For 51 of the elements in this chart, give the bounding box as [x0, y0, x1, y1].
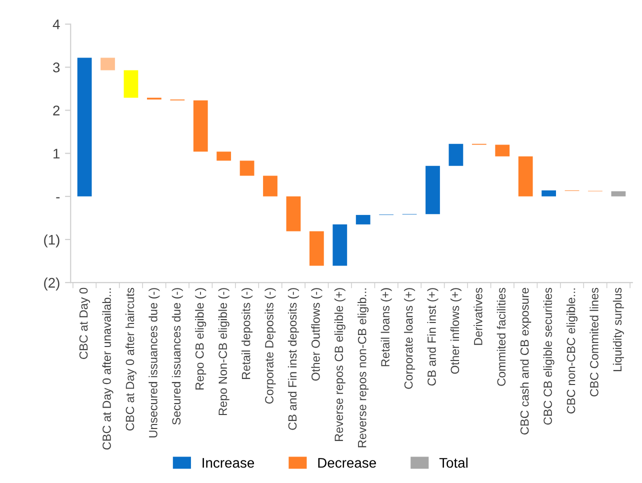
bar	[309, 231, 324, 266]
x-tick-label: CB and Fin inst (+)	[427, 288, 438, 386]
y-tick-label: 2	[53, 106, 60, 116]
x-tick-label: CB and Fin inst deposits (-)	[288, 288, 299, 430]
x-tick-label: Other Outflows (-)	[311, 288, 322, 381]
bar	[332, 224, 348, 266]
bar	[356, 214, 370, 224]
x-tick-label: Secured issuances due (-)	[172, 288, 183, 425]
legend-label: Decrease	[318, 458, 376, 468]
bar	[426, 166, 440, 214]
x-tick-label: CBC non-CBC eligible...	[566, 288, 578, 414]
bar	[448, 144, 464, 166]
bar	[100, 58, 115, 70]
bar	[542, 190, 556, 196]
y-tick-label: 1	[54, 148, 60, 158]
x-tick-label: Unsecured issuances due (-)	[148, 288, 160, 438]
legend-label: Total	[439, 458, 468, 468]
y-tick-label: (2)	[44, 278, 60, 290]
x-tick-label: CBC cash and CB exposure	[520, 288, 532, 434]
legend-label: Increase	[202, 458, 254, 468]
bar	[216, 152, 232, 161]
bar	[518, 156, 533, 196]
bar	[77, 58, 92, 196]
x-tick-label: CBC at Day 0	[79, 288, 90, 359]
y-tick-label: 4	[52, 20, 60, 30]
x-tick-label: Corporate Deposits (-)	[264, 288, 276, 404]
x-tick-label: Retail loans (+)	[380, 288, 392, 366]
x-tick-label: Corporate loans (+)	[404, 288, 416, 389]
x-tick-label: Repo Non-CB eligible (-)	[218, 288, 230, 416]
x-tick-label: Commited facilities	[496, 288, 506, 386]
bar	[240, 160, 254, 176]
bar	[286, 196, 301, 232]
y-tick-label: -	[56, 197, 60, 198]
bar	[495, 144, 510, 156]
x-tick-label: CBC at Day 0 after haircuts	[125, 288, 136, 430]
y-tick-label: (1)	[44, 234, 60, 248]
x-tick-label: Reverse repos CB eligible (+)	[334, 288, 346, 441]
bar	[193, 100, 208, 152]
y-tick-label: 3	[53, 62, 60, 72]
x-tick-label: Retail deposits (-)	[242, 288, 253, 379]
x-tick-label: Repo CB eligible (-)	[195, 288, 206, 390]
x-tick-label: CBC at Day 0 after unavailab...	[102, 288, 114, 450]
x-tick-label: Liquidity surplus	[612, 288, 624, 372]
x-tick-label: Derivatives	[474, 288, 482, 345]
x-tick-label: Other inflows (+)	[450, 288, 462, 374]
bar	[124, 70, 138, 98]
x-tick-label: Reverse repos non-CB eligib...	[358, 288, 369, 448]
bar	[611, 191, 626, 196]
bar	[263, 176, 278, 196]
x-tick-label: CBC CB eligible securities	[543, 288, 554, 425]
x-tick-label: CBC Commited lines	[590, 288, 598, 396]
